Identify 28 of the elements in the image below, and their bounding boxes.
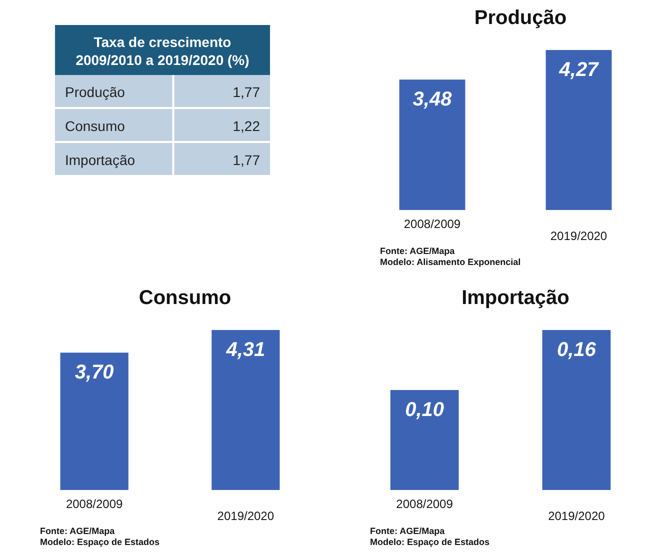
- x-tick-label: 2008/2009: [66, 497, 124, 511]
- text: Modelo: Espaço de Estados: [40, 537, 160, 547]
- x-tick-label: 2008/2009: [396, 497, 454, 511]
- x-tick-label: 2019/2020: [217, 509, 274, 523]
- chart-title: Consumo: [138, 287, 232, 309]
- x-tick-label: 2008/2009: [404, 217, 461, 231]
- text: Modelo: Alisamento Exponencial: [380, 257, 521, 267]
- category-label: Consumo: [65, 118, 126, 134]
- data-label: 1,77: [232, 84, 260, 100]
- category-label: Produção: [65, 84, 126, 100]
- x-tick-label: 2019/2020: [548, 509, 606, 523]
- data-label: 4,27: [558, 59, 600, 81]
- source-note: Fonte: AGE/Mapa: [380, 246, 456, 256]
- data-label: 1,77: [232, 152, 260, 168]
- data-label: 3,70: [74, 362, 114, 384]
- data-label: 0,16: [556, 339, 597, 361]
- text: Taxa de crescimento 2009/2010 a 2019/2020 (%): [76, 34, 250, 68]
- text: Modelo: Espaço de Estados: [370, 537, 490, 547]
- chart-title: Produção: [474, 7, 567, 29]
- data-label: 3,48: [412, 88, 453, 111]
- data-label: 1,22: [232, 118, 260, 134]
- source-note: Fonte: AGE/Mapa: [370, 526, 446, 536]
- data-label: 4,31: [225, 339, 266, 361]
- source-note: Fonte: AGE/Mapa: [40, 526, 116, 536]
- data-label: 0,10: [405, 399, 444, 421]
- category-label: Importação: [65, 152, 136, 168]
- x-tick-label: 2019/2020: [550, 229, 608, 243]
- chart-title: Importação: [462, 287, 570, 309]
